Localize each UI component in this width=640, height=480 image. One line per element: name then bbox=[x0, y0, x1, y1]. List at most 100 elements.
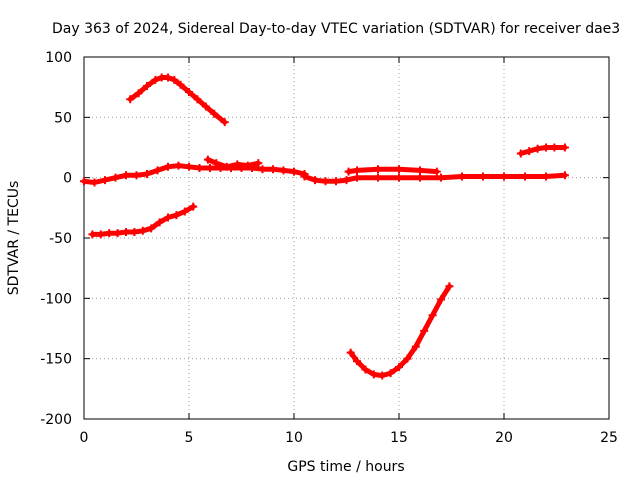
data-point bbox=[378, 371, 387, 380]
data-point bbox=[361, 365, 370, 374]
data-point bbox=[346, 348, 355, 357]
data-point bbox=[416, 166, 424, 175]
data-point bbox=[542, 143, 550, 152]
x-tick-label: 0 bbox=[80, 430, 89, 446]
data-point bbox=[113, 229, 122, 238]
x-tick-label: 20 bbox=[495, 430, 513, 446]
data-point bbox=[147, 224, 156, 233]
data-point bbox=[220, 118, 229, 127]
data-point bbox=[143, 81, 151, 90]
data-point bbox=[170, 75, 179, 84]
data-point bbox=[353, 173, 361, 182]
data-point bbox=[395, 363, 403, 372]
data-point bbox=[164, 73, 172, 82]
series-layer bbox=[80, 73, 569, 380]
data-point bbox=[254, 159, 263, 168]
data-point bbox=[279, 166, 288, 175]
data-point bbox=[233, 160, 242, 169]
data-point bbox=[403, 354, 412, 363]
series-arc-near-zero-b bbox=[302, 172, 568, 184]
data-point bbox=[353, 357, 361, 366]
data-point bbox=[525, 147, 534, 156]
data-point bbox=[353, 166, 361, 175]
data-point bbox=[516, 149, 525, 158]
data-point bbox=[300, 172, 309, 181]
data-point bbox=[126, 95, 135, 104]
data-point bbox=[96, 230, 105, 239]
data-point bbox=[130, 227, 139, 236]
y-tick-label: -200 bbox=[40, 412, 72, 428]
data-point bbox=[479, 172, 487, 181]
x-tick-label: 5 bbox=[185, 430, 194, 446]
data-point bbox=[521, 172, 529, 181]
tick-layer: 0 5 10 15 20 25 -200 -150 -100 -50 0 50 100 bbox=[40, 50, 618, 446]
x-axis-title: GPS time / hours bbox=[287, 459, 404, 475]
data-point bbox=[420, 326, 429, 335]
data-point bbox=[432, 167, 441, 176]
data-point bbox=[560, 143, 569, 152]
data-point bbox=[342, 176, 351, 185]
data-point bbox=[176, 80, 185, 89]
data-point bbox=[122, 227, 130, 236]
data-point bbox=[155, 218, 164, 227]
y-tick-label: -150 bbox=[40, 352, 72, 368]
grid-layer bbox=[84, 57, 609, 419]
data-point bbox=[206, 164, 214, 173]
data-point bbox=[185, 162, 193, 171]
data-point bbox=[550, 143, 559, 152]
data-point bbox=[151, 75, 160, 84]
data-point bbox=[153, 166, 162, 175]
y-tick-label: -50 bbox=[49, 231, 72, 247]
data-point bbox=[332, 177, 340, 186]
data-point bbox=[369, 370, 378, 379]
data-point bbox=[395, 165, 403, 174]
x-tick-label: 15 bbox=[390, 430, 408, 446]
y-tick-label: -100 bbox=[40, 291, 72, 307]
series-arc-lower bbox=[348, 283, 452, 379]
data-point bbox=[437, 173, 445, 182]
data-point bbox=[88, 230, 97, 239]
data-point bbox=[243, 161, 252, 170]
y-tick-label: 0 bbox=[63, 171, 72, 187]
data-point bbox=[533, 144, 542, 153]
data-point bbox=[500, 172, 508, 181]
data-point bbox=[201, 102, 210, 111]
data-point bbox=[189, 202, 198, 211]
data-point bbox=[258, 165, 267, 174]
series-arc-near-zero-a bbox=[81, 163, 307, 185]
data-point bbox=[395, 173, 403, 182]
data-point bbox=[134, 89, 143, 98]
x-tick-label: 25 bbox=[600, 430, 618, 446]
data-point bbox=[185, 87, 193, 96]
data-point bbox=[195, 164, 204, 173]
data-point bbox=[164, 213, 172, 222]
data-point bbox=[344, 167, 353, 176]
data-point bbox=[269, 165, 277, 174]
data-point bbox=[143, 170, 151, 179]
data-point bbox=[180, 207, 189, 216]
data-point bbox=[416, 173, 424, 182]
data-point bbox=[193, 95, 202, 104]
data-point bbox=[311, 176, 319, 185]
y-tick-label: 100 bbox=[45, 50, 72, 66]
data-point bbox=[111, 173, 120, 182]
data-point bbox=[172, 211, 181, 220]
data-point bbox=[174, 161, 183, 170]
data-point bbox=[101, 176, 109, 185]
data-point bbox=[132, 171, 141, 180]
data-point bbox=[138, 226, 147, 235]
data-point bbox=[212, 159, 221, 168]
data-point bbox=[374, 165, 382, 174]
data-point bbox=[542, 172, 550, 181]
y-tick-label: 50 bbox=[54, 110, 72, 126]
data-point bbox=[222, 162, 231, 171]
data-point bbox=[321, 177, 330, 186]
data-point bbox=[386, 369, 395, 378]
y-axis-title: SDTVAR / TECUs bbox=[6, 181, 22, 296]
data-point bbox=[437, 295, 445, 304]
plot-frame bbox=[83, 56, 610, 420]
data-point bbox=[164, 162, 172, 171]
data-point bbox=[203, 155, 212, 164]
data-point bbox=[80, 177, 88, 186]
